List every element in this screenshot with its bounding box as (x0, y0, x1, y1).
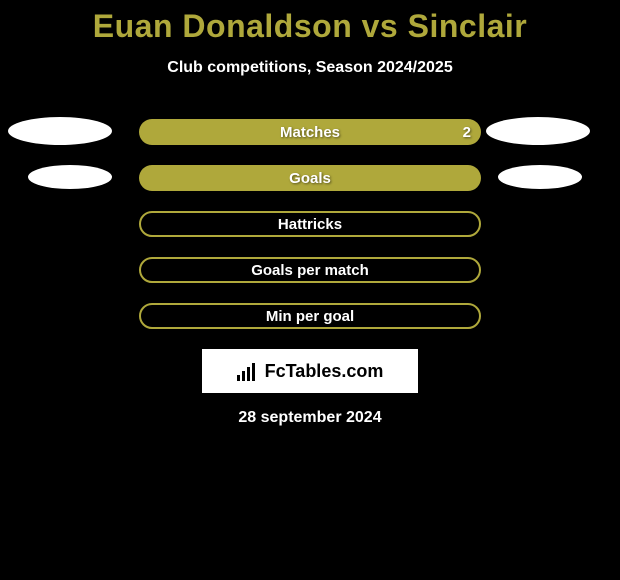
stat-row: Matches 2 (0, 119, 620, 145)
stat-pill: Matches 2 (139, 119, 481, 145)
logo: FcTables.com (237, 361, 384, 382)
stat-pill: Hattricks (139, 211, 481, 237)
logo-text: FcTables.com (265, 361, 384, 382)
bars-icon (237, 361, 261, 381)
stat-row: Hattricks (0, 211, 620, 237)
stat-label: Min per goal (266, 308, 354, 325)
page-subtitle: Club competitions, Season 2024/2025 (0, 59, 620, 77)
right-dot-icon (486, 117, 590, 145)
page-title: Euan Donaldson vs Sinclair (0, 0, 620, 45)
stat-pill: Goals (139, 165, 481, 191)
left-dot-icon (28, 165, 112, 189)
right-dot-icon (498, 165, 582, 189)
stat-pill: Goals per match (139, 257, 481, 283)
stat-row: Goals (0, 165, 620, 191)
stat-label: Matches (280, 124, 340, 141)
stat-value-right: 2 (463, 124, 471, 141)
date-label: 28 september 2024 (0, 409, 620, 427)
stat-row: Goals per match (0, 257, 620, 283)
stat-label: Goals (289, 170, 331, 187)
left-dot-icon (8, 117, 112, 145)
comparison-card: Euan Donaldson vs Sinclair Club competit… (0, 0, 620, 580)
stat-pill: Min per goal (139, 303, 481, 329)
stat-row: Min per goal (0, 303, 620, 329)
stat-rows: Matches 2 Goals Hattricks Goals per match Min… (0, 119, 620, 329)
stat-label: Hattricks (278, 216, 342, 233)
logo-box[interactable]: FcTables.com (202, 349, 418, 393)
stat-label: Goals per match (251, 262, 369, 279)
